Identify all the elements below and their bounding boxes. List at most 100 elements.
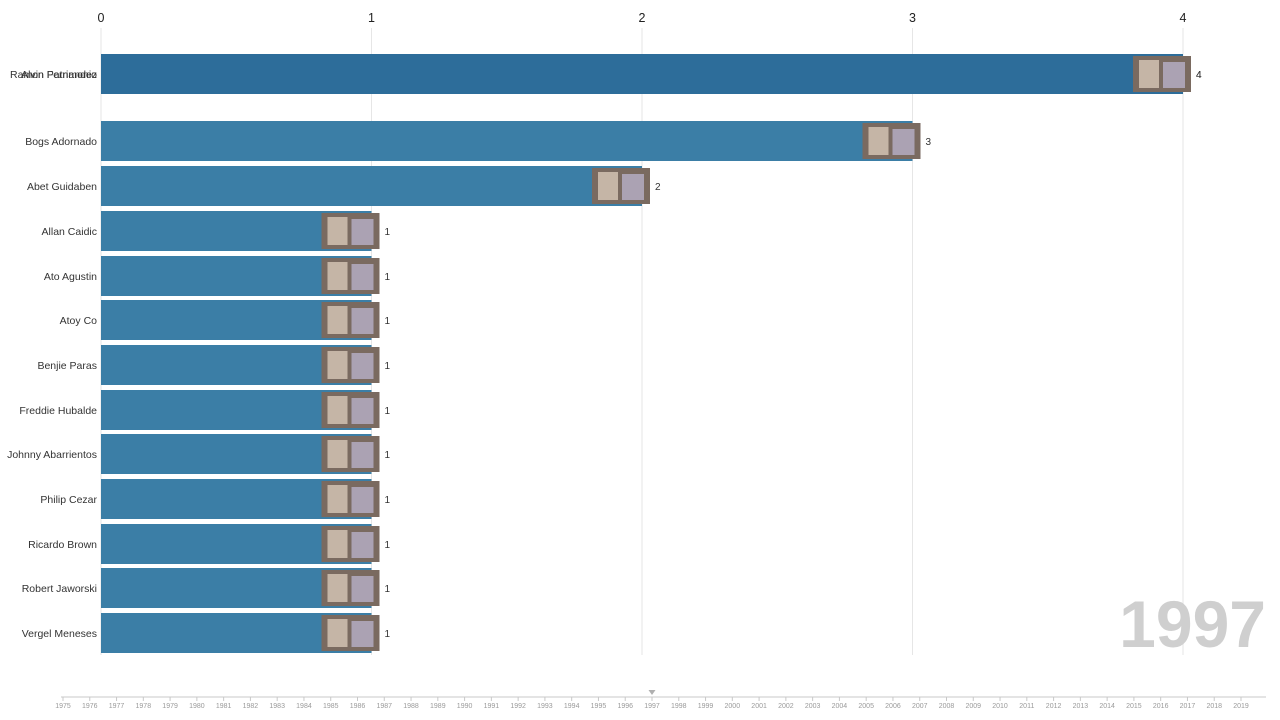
timeline-year-label[interactable]: 1990 xyxy=(457,703,473,710)
timeline-year-label[interactable]: 1999 xyxy=(698,703,714,710)
player-photo xyxy=(321,436,380,472)
x-tick-label: 2 xyxy=(639,11,646,25)
bar-row: Atoy Co 1 xyxy=(60,300,391,340)
timeline-year-label[interactable]: 2004 xyxy=(832,703,848,710)
photo-figure xyxy=(351,264,374,290)
timeline-year-label[interactable]: 1981 xyxy=(216,703,232,710)
timeline-year-label[interactable]: 1987 xyxy=(376,703,392,710)
bar-value-label: 1 xyxy=(385,227,391,238)
bar-row: Alvin Patrimonio 4 xyxy=(21,54,1202,94)
x-tick-label: 3 xyxy=(909,11,916,25)
timeline-year-label[interactable]: 2019 xyxy=(1233,703,1249,710)
timeline-year-label[interactable]: 2015 xyxy=(1126,703,1142,710)
bar-name-label: Johnny Abarrientos xyxy=(7,449,97,461)
timeline-year-label[interactable]: 2013 xyxy=(1073,703,1089,710)
timeline-year-label[interactable]: 2011 xyxy=(1019,703,1034,710)
photo-figure xyxy=(622,174,644,200)
x-tick-label: 0 xyxy=(98,11,105,25)
timeline-year-label[interactable]: 2010 xyxy=(992,703,1008,710)
timeline-year-label[interactable]: 2002 xyxy=(778,703,794,710)
bar-value-label: 1 xyxy=(385,629,391,640)
timeline-year-label[interactable]: 2008 xyxy=(939,703,955,710)
player-photo xyxy=(321,213,380,249)
timeline-year-label[interactable]: 2000 xyxy=(725,703,741,710)
timeline-year-label[interactable]: 1982 xyxy=(243,703,259,710)
timeline-year-label[interactable]: 1996 xyxy=(617,703,633,710)
timeline-year-label[interactable]: 2014 xyxy=(1099,703,1115,710)
timeline-year-label[interactable]: 1977 xyxy=(109,703,125,710)
photo-figure xyxy=(327,619,348,647)
timeline-year-label[interactable]: 2006 xyxy=(885,703,901,710)
photo-figure xyxy=(1163,62,1185,88)
timeline-year-label[interactable]: 2001 xyxy=(751,703,767,710)
bar-value-label: 3 xyxy=(926,137,932,148)
bar-name-label: Robert Jaworski xyxy=(22,583,97,595)
photo-figure xyxy=(351,576,374,602)
photo-figure xyxy=(351,308,374,334)
timeline-year-label[interactable]: 1980 xyxy=(189,703,205,710)
photo-figure xyxy=(351,487,374,513)
x-tick-label: 1 xyxy=(368,11,375,25)
x-tick-label: 4 xyxy=(1180,11,1187,25)
timeline-year-label[interactable]: 1988 xyxy=(403,703,419,710)
timeline-year-label[interactable]: 2005 xyxy=(858,703,874,710)
timeline-year-label[interactable]: 1998 xyxy=(671,703,687,710)
bar-value-label: 1 xyxy=(385,450,391,461)
photo-figure xyxy=(598,172,618,200)
bar-row: Philip Cezar 1 xyxy=(40,479,391,519)
bar-name-label: Alvin Patrimonio xyxy=(21,69,97,81)
bar-row: Johnny Abarrientos 1 xyxy=(7,434,391,474)
timeline-year-label[interactable]: 1979 xyxy=(162,703,178,710)
timeline-year-label[interactable]: 2018 xyxy=(1206,703,1222,710)
photo-figure xyxy=(327,485,348,513)
photo-figure xyxy=(351,532,374,558)
timeline-year-label[interactable]: 1994 xyxy=(564,703,580,710)
photo-figure xyxy=(327,574,348,602)
photo-figure xyxy=(327,440,348,468)
bar-name-label: Ato Agustin xyxy=(44,271,97,283)
timeline-year-label[interactable]: 1989 xyxy=(430,703,446,710)
bar-name-label: Philip Cezar xyxy=(40,494,97,506)
timeline-year-label[interactable]: 1997 xyxy=(644,703,660,710)
timeline-year-label[interactable]: 1995 xyxy=(591,703,607,710)
timeline-year-label[interactable]: 1993 xyxy=(537,703,553,710)
bar-value-label: 1 xyxy=(385,406,391,417)
timeline-year-label[interactable]: 1978 xyxy=(136,703,152,710)
bar xyxy=(101,166,642,206)
timeline-year-label[interactable]: 1975 xyxy=(55,703,71,710)
photo-figure xyxy=(351,398,374,424)
timeline-year-label[interactable]: 1992 xyxy=(510,703,526,710)
timeline-year-label[interactable]: 2016 xyxy=(1153,703,1169,710)
bar-name-label: Vergel Meneses xyxy=(22,628,97,640)
player-photo xyxy=(321,526,380,562)
bar-name-label: Ricardo Brown xyxy=(28,539,97,551)
timeline-year-label[interactable]: 2012 xyxy=(1046,703,1062,710)
timeline-marker[interactable] xyxy=(648,690,656,695)
bar-value-label: 1 xyxy=(385,316,391,327)
bar-value-label: 4 xyxy=(1196,70,1202,81)
photo-figure xyxy=(351,219,374,245)
year-timeline[interactable]: 1975 1976 1977 1978 1979 1980 1981 1982 1983 1984… xyxy=(55,690,1266,710)
bar-name-label: Freddie Hubalde xyxy=(19,405,97,417)
bar-name-label: Ramon Fernandez xyxy=(10,69,97,81)
bar-name-label: Allan Caidic xyxy=(42,226,97,238)
player-photo xyxy=(321,570,380,606)
photo-figure xyxy=(327,217,348,245)
bar-value-label: 1 xyxy=(385,540,391,551)
timeline-year-label[interactable]: 2003 xyxy=(805,703,821,710)
timeline-year-label[interactable]: 2017 xyxy=(1180,703,1196,710)
timeline-year-label[interactable]: 2009 xyxy=(965,703,981,710)
player-photo xyxy=(862,123,921,159)
bar-value-label: 1 xyxy=(385,272,391,283)
timeline-year-label[interactable]: 1984 xyxy=(296,703,312,710)
bar-row: Benjie Paras 1 xyxy=(37,345,391,385)
timeline-year-label[interactable]: 1991 xyxy=(484,703,500,710)
bar-value-label: 2 xyxy=(655,182,661,193)
timeline-year-label[interactable]: 1985 xyxy=(323,703,339,710)
timeline-year-label[interactable]: 1986 xyxy=(350,703,366,710)
timeline-year-label[interactable]: 1976 xyxy=(82,703,98,710)
timeline-year-label[interactable]: 1983 xyxy=(269,703,285,710)
bar-row: Allan Caidic 1 xyxy=(42,211,391,251)
timeline-year-label[interactable]: 2007 xyxy=(912,703,928,710)
